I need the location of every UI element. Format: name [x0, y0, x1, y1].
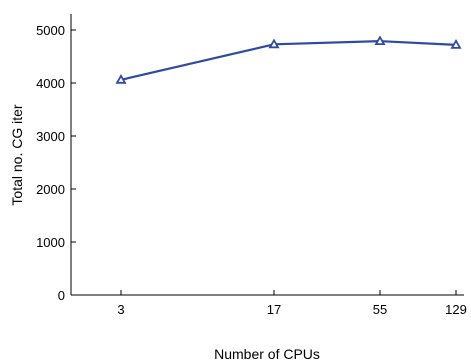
y-tick-label: 3000 [36, 129, 65, 144]
y-tick-label: 1000 [36, 235, 65, 250]
y-tick-label: 0 [58, 288, 65, 303]
x-tick-label: 129 [445, 302, 467, 317]
plot-frame [70, 14, 464, 296]
x-axis-title: Number of CPUs [214, 346, 320, 362]
x-tick-label: 55 [373, 302, 387, 317]
y-tick-label: 5000 [36, 23, 65, 38]
y-tick-label: 4000 [36, 76, 65, 91]
x-tick-label: 17 [267, 302, 281, 317]
data-point-marker [268, 38, 280, 49]
y-ticks: 0 1000 2000 3000 4000 5000 [36, 23, 76, 303]
data-point-marker [115, 74, 127, 84]
x-ticks: 3 17 55 129 [117, 290, 467, 317]
data-point-marker [450, 39, 462, 49]
x-tick-label: 3 [117, 302, 124, 317]
y-axis-title: Total no. CG iter [9, 104, 25, 205]
data-point-marker [374, 35, 386, 46]
series-layer [115, 35, 462, 84]
y-tick-label: 2000 [36, 182, 65, 197]
series-line [120, 40, 457, 81]
